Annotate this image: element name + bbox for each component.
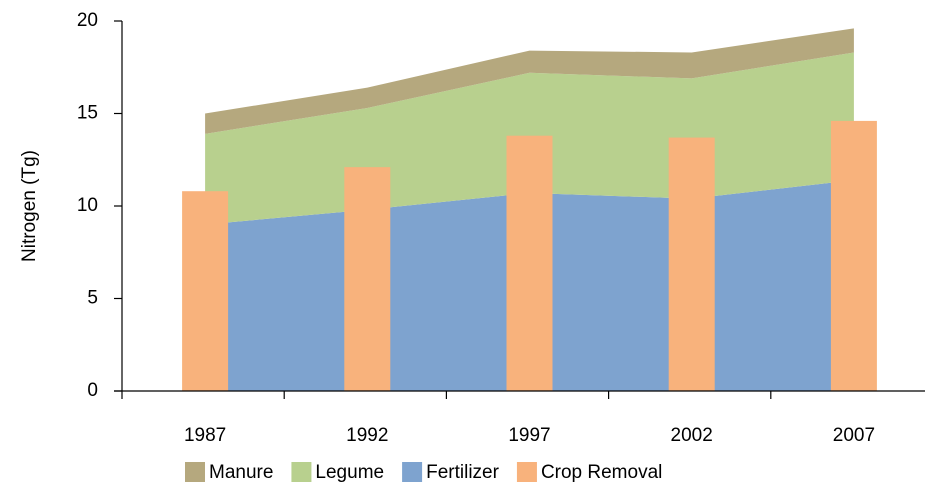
- bar: [182, 191, 229, 391]
- bar: [830, 120, 877, 392]
- y-axis-label: Nitrogen (Tg): [19, 150, 40, 262]
- x-tick-label: 1992: [346, 425, 388, 446]
- y-tick-label: 5: [87, 288, 98, 309]
- legend-label: Crop Removal: [541, 462, 662, 483]
- bar: [506, 135, 553, 391]
- legend: Manure Legume Fertilizer Crop Removal: [185, 462, 662, 483]
- area: [205, 28, 854, 134]
- x-tick-label: 1997: [508, 425, 550, 446]
- legend-swatch: [185, 462, 205, 482]
- legend-label: Legume: [315, 462, 384, 483]
- x-tick-label: 1987: [184, 425, 226, 446]
- bar: [344, 167, 391, 391]
- y-tick-label: 10: [77, 195, 98, 216]
- y-tick-label: 0: [87, 380, 98, 401]
- legend-swatch: [402, 462, 423, 482]
- y-tick-label: 15: [77, 103, 98, 124]
- x-tick-label: 2007: [833, 425, 875, 446]
- legend-label: Fertilizer: [426, 462, 500, 483]
- x-tick-label: 2002: [671, 425, 713, 446]
- bar: [668, 137, 715, 391]
- legend-label: Manure: [209, 462, 273, 483]
- legend-swatch: [516, 462, 537, 482]
- y-tick-label: 20: [77, 10, 98, 31]
- legend-swatch: [291, 462, 312, 482]
